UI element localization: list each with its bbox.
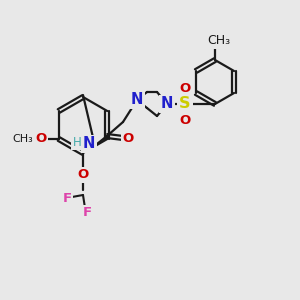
- Text: O: O: [179, 113, 191, 127]
- Text: CH₃: CH₃: [207, 34, 231, 47]
- Text: F: F: [82, 206, 91, 220]
- Text: S: S: [179, 97, 191, 112]
- Text: O: O: [77, 169, 88, 182]
- Text: O: O: [35, 133, 46, 146]
- Text: N: N: [83, 136, 95, 152]
- Text: N: N: [131, 92, 143, 107]
- Text: H: H: [73, 136, 81, 148]
- Text: F: F: [62, 193, 72, 206]
- Text: O: O: [179, 82, 191, 94]
- Text: CH₃: CH₃: [12, 134, 33, 144]
- Text: N: N: [161, 97, 173, 112]
- Text: O: O: [122, 131, 134, 145]
